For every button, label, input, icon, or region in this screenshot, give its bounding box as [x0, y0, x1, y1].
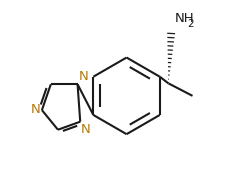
Text: NH: NH	[175, 12, 194, 25]
Text: N: N	[30, 103, 40, 116]
Text: N: N	[78, 70, 88, 83]
Text: N: N	[81, 123, 91, 136]
Text: 2: 2	[188, 19, 194, 29]
